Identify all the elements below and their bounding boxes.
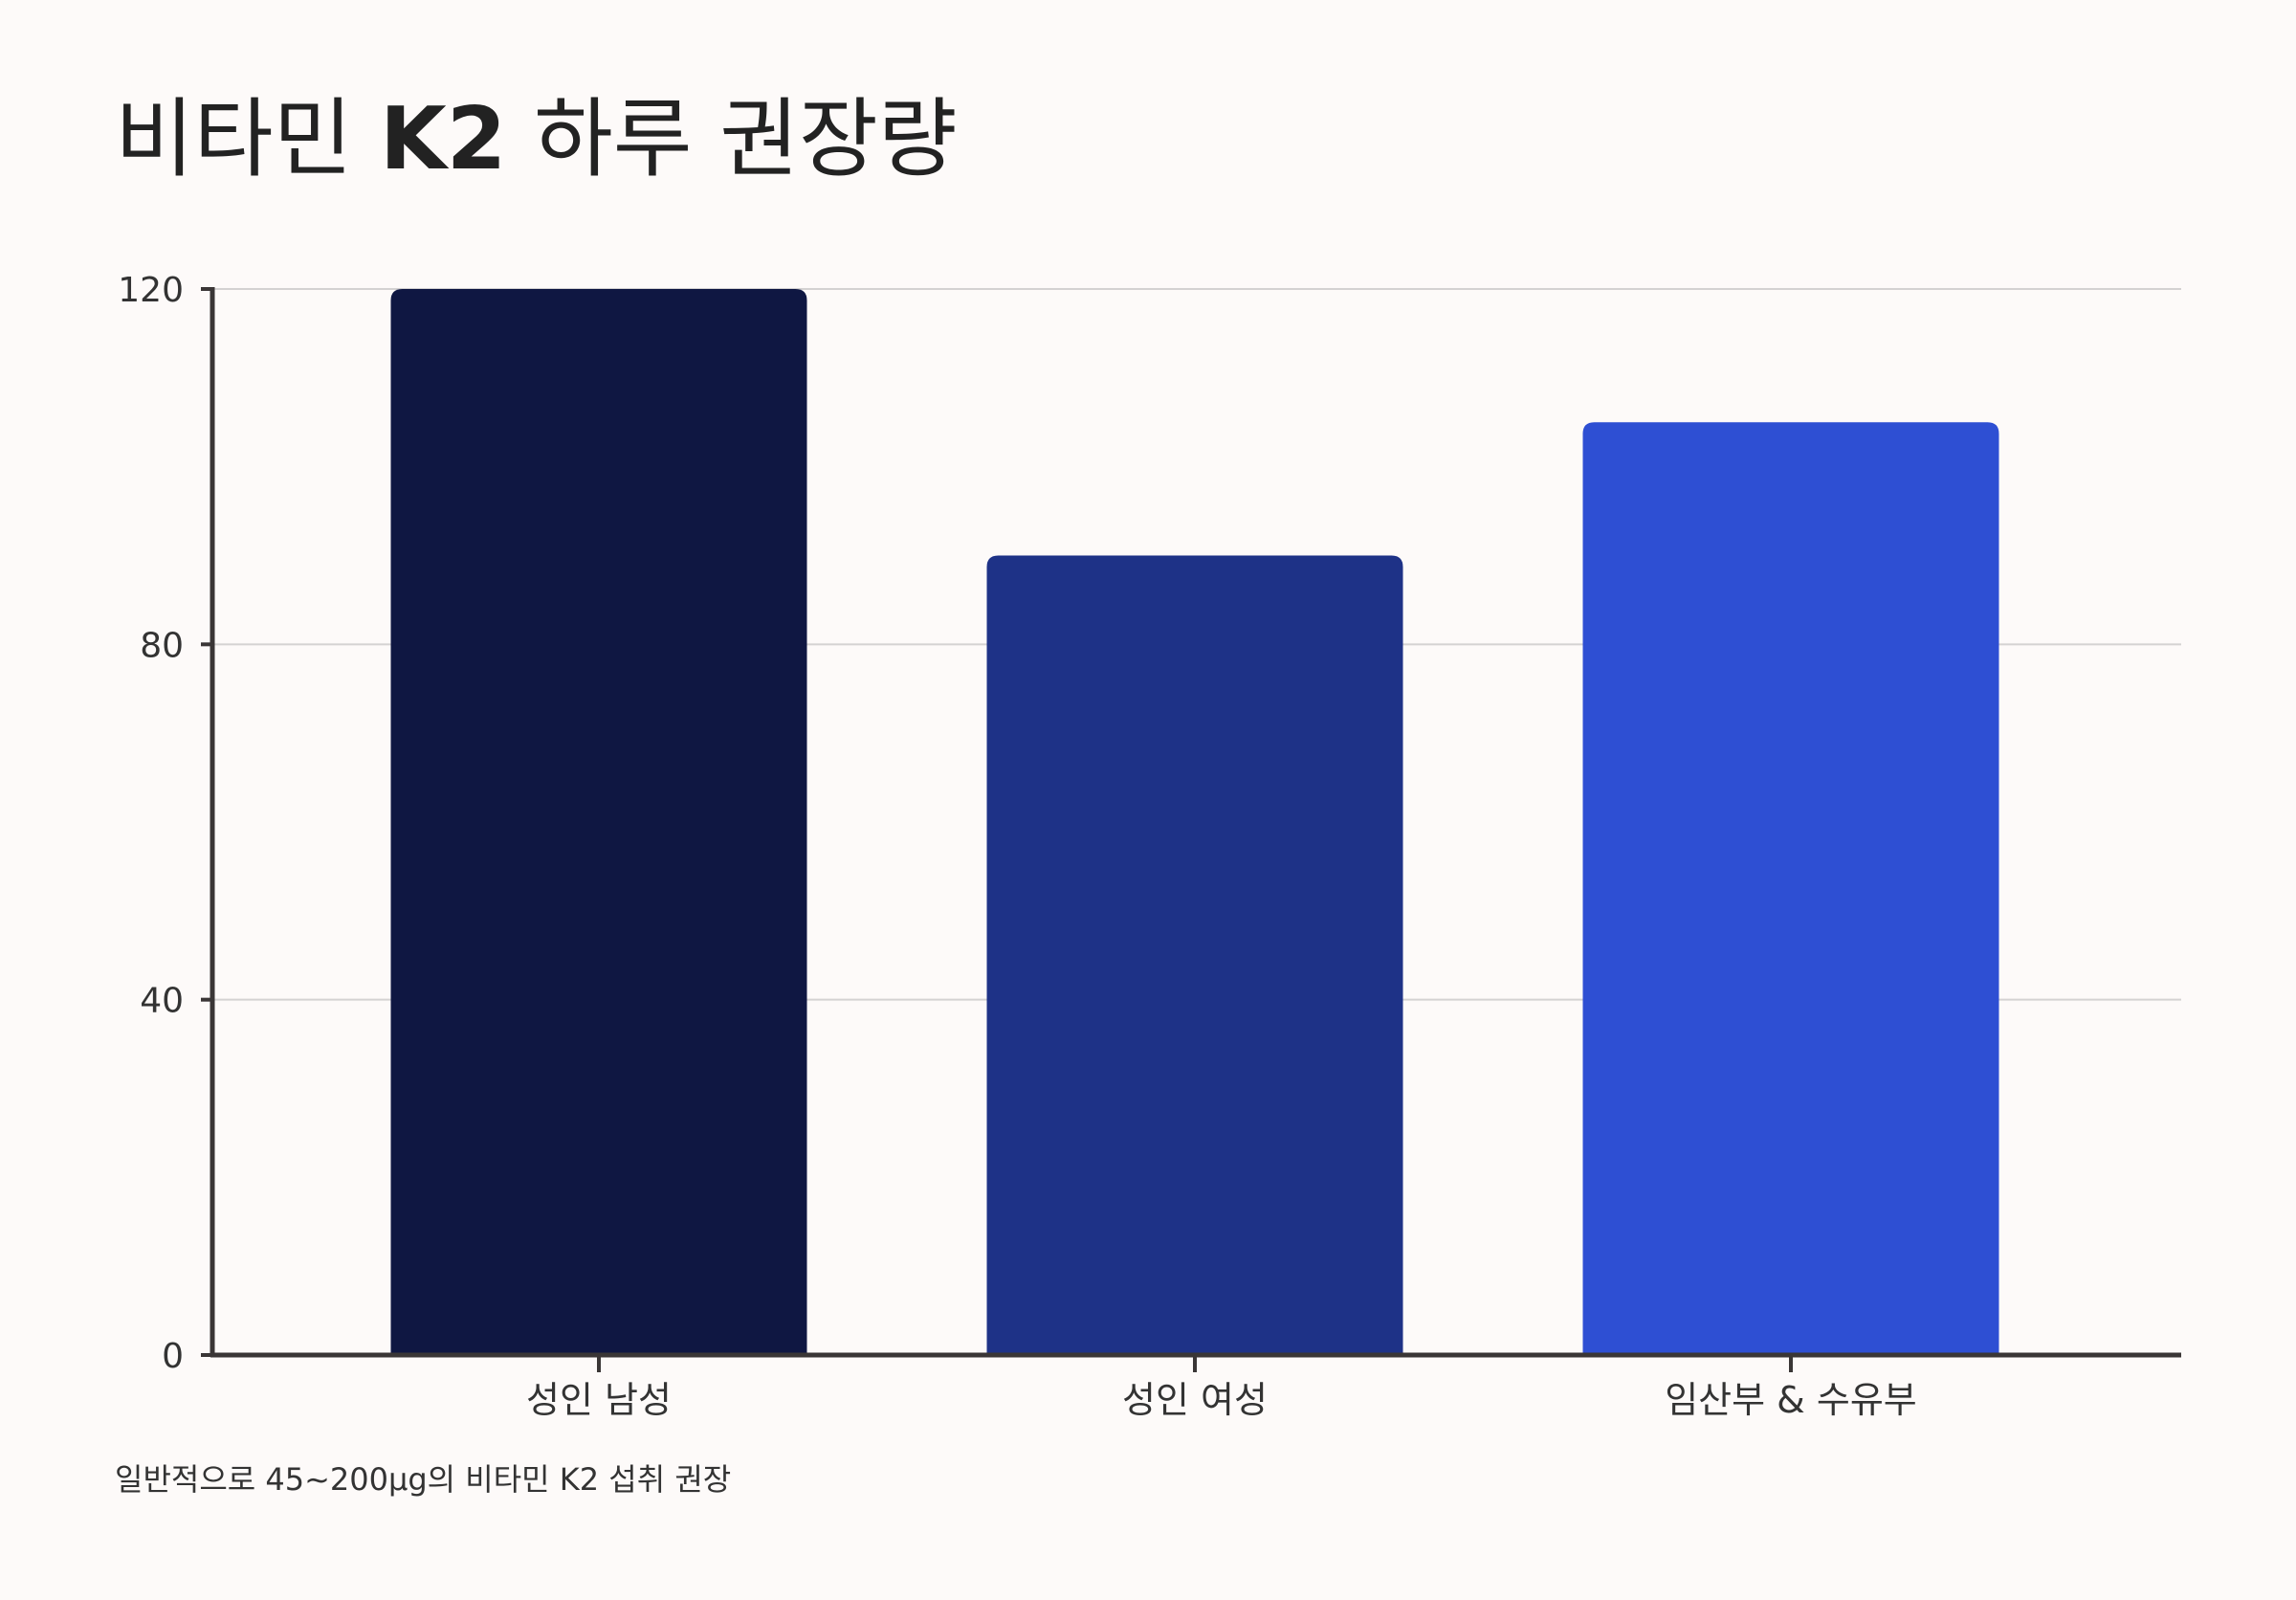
x-tick-label-3: 임산부 & 수유부 <box>1665 1379 1917 1421</box>
tick-labels: 0 40 80 120 성인 남성 성인 여성 임산부 & 수유부 <box>118 271 1917 1421</box>
y-tick-label-40: 40 <box>140 982 184 1021</box>
title-part-1: 비타민 <box>115 89 353 189</box>
bar-3 <box>1582 422 1999 1355</box>
title-part-3: 하루 권장량 <box>534 89 958 189</box>
bar-1 <box>390 289 807 1355</box>
axes <box>201 287 2181 1372</box>
bar-2 <box>986 555 1403 1355</box>
title-part-2: K2 <box>380 89 507 189</box>
y-tick-label-80: 80 <box>140 626 184 665</box>
chart-footnote: 일반적으로 45~200µg의 비타민 K2 섭취 권장 <box>115 1461 732 1498</box>
y-tick-label-0: 0 <box>162 1337 184 1376</box>
x-tick-label-1: 성인 남성 <box>526 1379 672 1421</box>
x-tick-label-2: 성인 여성 <box>1122 1379 1268 1421</box>
bars <box>390 289 1999 1355</box>
y-tick-label-120: 120 <box>118 271 184 310</box>
chart-title: 비타민 K2 하루 권장량 <box>115 82 958 197</box>
